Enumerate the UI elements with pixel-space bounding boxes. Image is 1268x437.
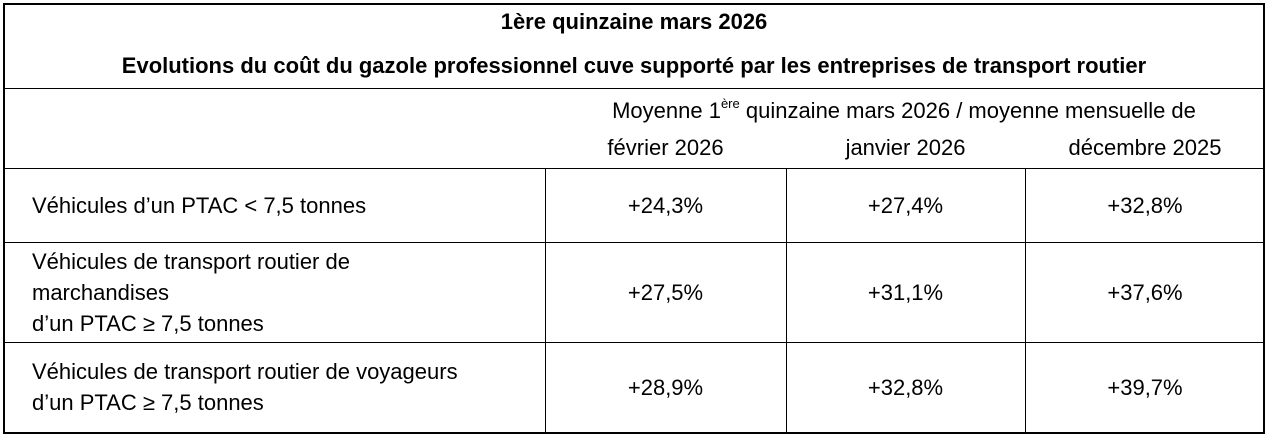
column-group-header: Moyenne 1ère quinzaine mars 2026 / moyen… [545,96,1263,126]
header-prefix: Moyenne 1 [612,98,721,123]
column-header-fevrier: février 2026 [607,135,724,160]
value-cell: +24,3% [627,192,704,218]
header-suffix: quinzaine mars 2026 / moyenne mensuelle … [739,98,1196,123]
header-superscript: ère [720,96,740,111]
row-label-line: Véhicules d’un PTAC < 7,5 tonnes [32,192,367,218]
row-label: Véhicules de transport routier de marcha… [32,242,350,342]
value-cell: +32,8% [867,374,944,400]
divider [786,168,787,432]
divider [3,242,1265,243]
row-label-line: Véhicules de transport routier de [32,248,350,274]
row-label-line: Véhicules de transport routier de voyage… [32,359,458,384]
table-frame [3,3,1265,434]
table-subtitle: Evolutions du coût du gazole professionn… [121,53,1147,78]
table-title: 1ère quinzaine mars 2026 [500,9,768,34]
row-label-line: marchandises [32,279,169,305]
value-cell: +27,5% [627,279,704,305]
value-cell: +37,6% [1107,279,1183,305]
column-header-janvier: janvier 2026 [845,135,966,160]
value-cell: +32,8% [1107,192,1183,218]
value-cell: +31,1% [867,279,944,305]
column-header-decembre: décembre 2025 [1068,135,1222,160]
divider [3,88,1265,89]
divider [545,168,546,432]
divider [3,168,1265,169]
value-cell: +28,9% [627,374,704,400]
divider [1025,168,1026,432]
value-cell: +27,4% [867,192,944,218]
row-label-line: d’un PTAC ≥ 7,5 tonnes [32,390,264,415]
divider [3,342,1265,343]
value-cell: +39,7% [1107,374,1183,400]
row-label-line: d’un PTAC ≥ 7,5 tonnes [32,310,264,336]
row-label: Véhicules d’un PTAC < 7,5 tonnes [32,168,366,242]
row-label: Véhicules de transport routier de voyage… [32,342,458,432]
